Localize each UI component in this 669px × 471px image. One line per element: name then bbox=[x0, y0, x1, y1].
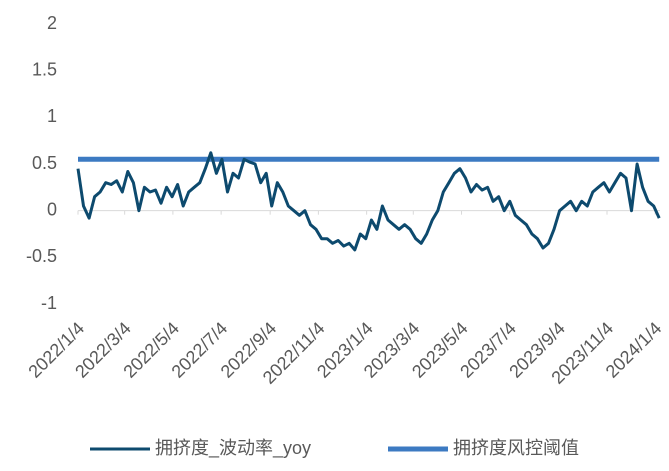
y-tick-label: 0 bbox=[47, 199, 57, 219]
y-tick-label: 1 bbox=[47, 106, 57, 126]
y-tick-label: 0.5 bbox=[32, 153, 57, 173]
y-tick-label: -1 bbox=[41, 293, 57, 313]
y-tick-label: -0.5 bbox=[26, 246, 57, 266]
legend-label: 拥挤度风控阈值 bbox=[453, 438, 579, 458]
legend-label: 拥挤度_波动率_yoy bbox=[155, 438, 311, 459]
series-line bbox=[76, 151, 661, 252]
y-tick-label: 1.5 bbox=[32, 59, 57, 79]
y-tick-label: 2 bbox=[47, 13, 57, 33]
